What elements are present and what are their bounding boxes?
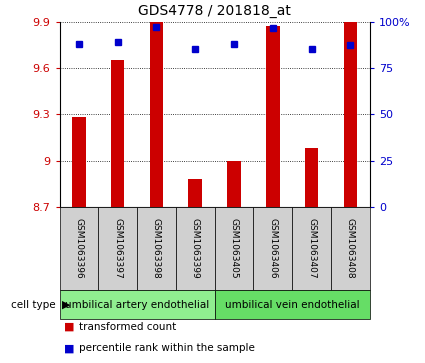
Text: GSM1063406: GSM1063406 — [268, 218, 277, 279]
Bar — [188, 179, 202, 207]
Bar — [60, 207, 98, 290]
Bar — [98, 207, 137, 290]
Bar — [292, 207, 331, 290]
Text: percentile rank within the sample: percentile rank within the sample — [79, 343, 255, 354]
Bar — [72, 117, 86, 207]
Bar — [343, 22, 357, 207]
Text: ■: ■ — [64, 322, 74, 332]
Bar — [215, 290, 370, 319]
Title: GDS4778 / 201818_at: GDS4778 / 201818_at — [138, 4, 291, 18]
Bar — [60, 290, 215, 319]
Bar — [331, 207, 370, 290]
Text: ■: ■ — [64, 343, 74, 354]
Bar — [253, 207, 292, 290]
Text: GSM1063399: GSM1063399 — [191, 218, 200, 279]
Text: ▶: ▶ — [62, 300, 70, 310]
Text: GSM1063398: GSM1063398 — [152, 218, 161, 279]
Bar — [227, 160, 241, 207]
Text: GSM1063397: GSM1063397 — [113, 218, 122, 279]
Bar — [266, 26, 280, 207]
Bar — [137, 207, 176, 290]
Bar — [176, 207, 215, 290]
Text: GSM1063405: GSM1063405 — [230, 218, 238, 279]
Bar — [150, 22, 163, 207]
Text: GSM1063408: GSM1063408 — [346, 218, 355, 279]
Text: GSM1063396: GSM1063396 — [74, 218, 83, 279]
Text: cell type: cell type — [11, 300, 55, 310]
Bar — [305, 148, 318, 207]
Bar — [215, 207, 253, 290]
Text: umbilical vein endothelial: umbilical vein endothelial — [225, 300, 360, 310]
Bar — [111, 60, 125, 207]
Text: transformed count: transformed count — [79, 322, 176, 332]
Text: GSM1063407: GSM1063407 — [307, 218, 316, 279]
Text: umbilical artery endothelial: umbilical artery endothelial — [65, 300, 209, 310]
